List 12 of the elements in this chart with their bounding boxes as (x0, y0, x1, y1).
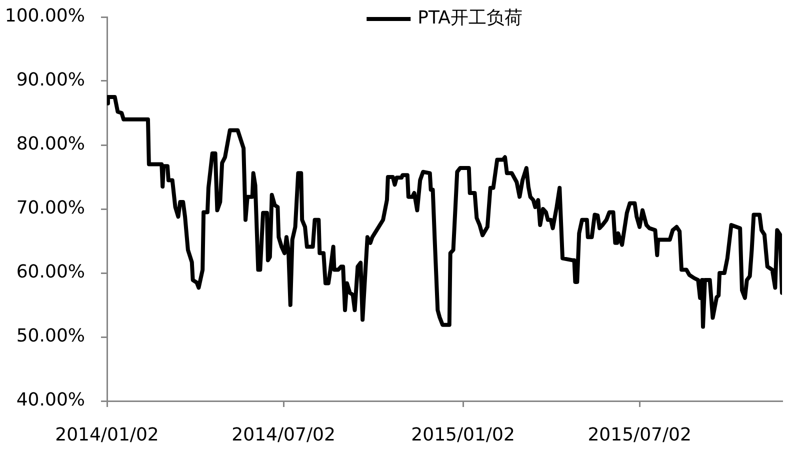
y-tick-label: 100.00% (4, 6, 85, 27)
y-tick-label: 60.00% (16, 262, 85, 283)
x-tick-label: 2015/01/02 (411, 424, 515, 446)
y-tick-label: 50.00% (16, 326, 85, 347)
legend-label: PTA开工负荷 (418, 8, 522, 29)
y-tick-label: 80.00% (16, 134, 85, 155)
y-tick-label: 70.00% (16, 198, 85, 219)
x-tick-label: 2015/07/02 (588, 424, 692, 446)
y-tick-label: 40.00% (16, 390, 85, 411)
y-tick-label: 90.00% (16, 70, 85, 91)
x-tick-label: 2014/01/02 (55, 424, 159, 446)
x-tick-label: 2014/07/02 (232, 424, 336, 446)
